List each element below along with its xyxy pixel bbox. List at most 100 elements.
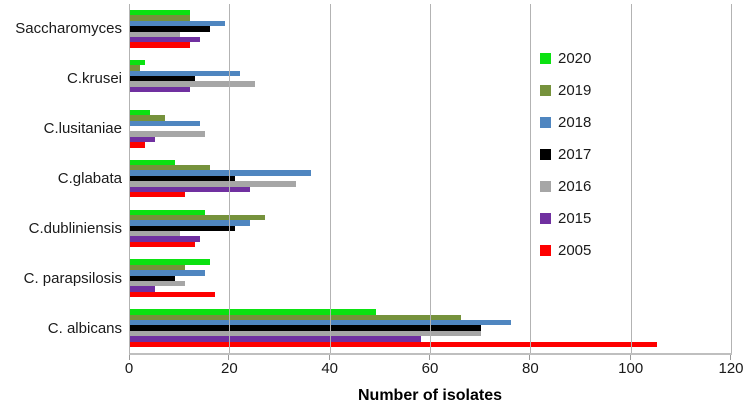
bar-2005-C. parapsilosis [130, 291, 216, 298]
bar-2017-C.krusei [130, 76, 196, 82]
category-row: C. albicans [0, 303, 122, 353]
bar-2019-Saccharomyces [130, 15, 191, 21]
bar-group [130, 253, 732, 303]
bar-2019-C. albicans [130, 314, 462, 320]
legend-swatch [540, 149, 551, 160]
category-label: C.glabata [57, 170, 122, 187]
legend-label: 2005 [558, 242, 592, 259]
category-row: C.glabata [0, 154, 122, 204]
legend-label: 2020 [558, 50, 592, 67]
category-row: C.lusitaniae [0, 104, 122, 154]
bar-groups-container [130, 4, 732, 353]
legend-swatch [540, 245, 551, 256]
gridline [229, 4, 231, 353]
category-label: C.lusitaniae [43, 120, 122, 138]
x-tick-label: 40 [321, 360, 338, 377]
x-axis-tickmarks [129, 355, 731, 360]
legend-label: 2017 [558, 146, 592, 163]
legend-item-2005: 2005 [540, 242, 592, 259]
gridline [530, 4, 532, 353]
bar-2015-C.dubliniensis [130, 236, 201, 242]
x-tick-label: 0 [124, 360, 134, 377]
bar-group [130, 303, 732, 353]
bar-2018-C.dubliniensis [130, 220, 251, 226]
bar-2016-C.dubliniensis [130, 231, 181, 237]
legend-label: 2019 [558, 82, 592, 99]
bar-2019-C.dubliniensis [130, 214, 266, 221]
x-tick-label: 60 [421, 360, 439, 377]
category-label: C. albicans [47, 319, 122, 337]
bar-2017-C.dubliniensis [130, 225, 236, 232]
bar-2005-C. albicans [130, 341, 657, 347]
bar-2019-C.glabata [130, 165, 211, 171]
x-tick-label: 20 [220, 360, 238, 377]
tick-mark [429, 355, 430, 360]
bar-2015-C.glabata [130, 186, 251, 192]
legend-label: 2018 [558, 114, 592, 131]
bar-2017-C. albicans [130, 325, 482, 331]
category-row: C.krusei [0, 54, 122, 104]
bar-group [130, 154, 732, 204]
bar-2020-Saccharomyces [130, 10, 191, 16]
x-axis-title: Number of isolates [357, 387, 503, 404]
bar-2018-C.lusitaniae [130, 120, 201, 126]
x-tick-label: 100 [618, 360, 644, 377]
bar-2019-C.lusitaniae [130, 115, 166, 121]
bar-2016-Saccharomyces [130, 31, 181, 38]
bar-group [130, 104, 732, 154]
legend-item-2020: 2020 [540, 50, 592, 67]
category-label: C. parapsilosis [23, 269, 122, 287]
category-label: C.krusei [66, 70, 122, 88]
legend-item-2016: 2016 [540, 178, 592, 195]
gridline [430, 4, 431, 353]
bar-2018-C.glabata [130, 170, 311, 176]
category-row: C. parapsilosis [0, 253, 122, 303]
bar-group [130, 4, 732, 54]
plot-area [129, 4, 732, 355]
gridline [630, 4, 632, 353]
x-axis-tick-labels: 0 20 40 60 80 100 120 [125, 360, 744, 380]
bar-2016-C.glabata [130, 181, 296, 187]
bar-2015-C. albicans [130, 336, 421, 342]
x-tick-label: 120 [718, 360, 744, 377]
category-label: Saccharomyces [15, 20, 122, 38]
bar-2005-C.lusitaniae [130, 142, 146, 148]
legend-swatch [540, 53, 551, 64]
bar-2015-Saccharomyces [130, 37, 201, 43]
legend-item-2018: 2018 [540, 114, 592, 131]
bar-2019-C.krusei [130, 65, 141, 71]
legend-label: 2016 [558, 178, 592, 195]
bar-2017-Saccharomyces [130, 26, 211, 32]
bar-2015-C.lusitaniae [130, 136, 156, 143]
bar-2005-C.glabata [130, 191, 186, 198]
bar-2016-C.krusei [130, 81, 256, 87]
tick-mark [730, 355, 731, 360]
bar-2020-C. parapsilosis [130, 259, 211, 265]
x-tick-label: 80 [521, 360, 539, 377]
bar-2018-Saccharomyces [130, 20, 226, 27]
legend: 2020 2019 2018 2017 2016 2015 2005 [540, 50, 592, 277]
bar-2019-C. parapsilosis [130, 264, 186, 271]
tick-mark [629, 355, 631, 360]
legend-swatch [540, 213, 551, 224]
tick-mark [328, 355, 330, 360]
bar-2015-C. parapsilosis [130, 286, 156, 292]
gridline [731, 4, 732, 353]
legend-item-2019: 2019 [540, 82, 592, 99]
legend-item-2017: 2017 [540, 146, 592, 163]
tick-mark [228, 355, 230, 360]
bar-2017-C. parapsilosis [130, 275, 176, 281]
bar-2020-C.dubliniensis [130, 209, 206, 215]
legend-label: 2015 [558, 210, 592, 227]
bar-2020-C.glabata [130, 159, 176, 166]
bar-2018-C. albicans [130, 320, 512, 326]
category-axis: Saccharomyces C.krusei C.lusitaniae C.glaba… [0, 4, 122, 353]
bar-2016-C. parapsilosis [130, 280, 186, 287]
tick-mark [529, 355, 531, 360]
gridline [329, 4, 331, 353]
category-row: C.dubliniensis [0, 203, 122, 253]
legend-swatch [540, 85, 551, 96]
category-row: Saccharomyces [0, 4, 122, 54]
bar-2020-C. albicans [130, 309, 376, 315]
